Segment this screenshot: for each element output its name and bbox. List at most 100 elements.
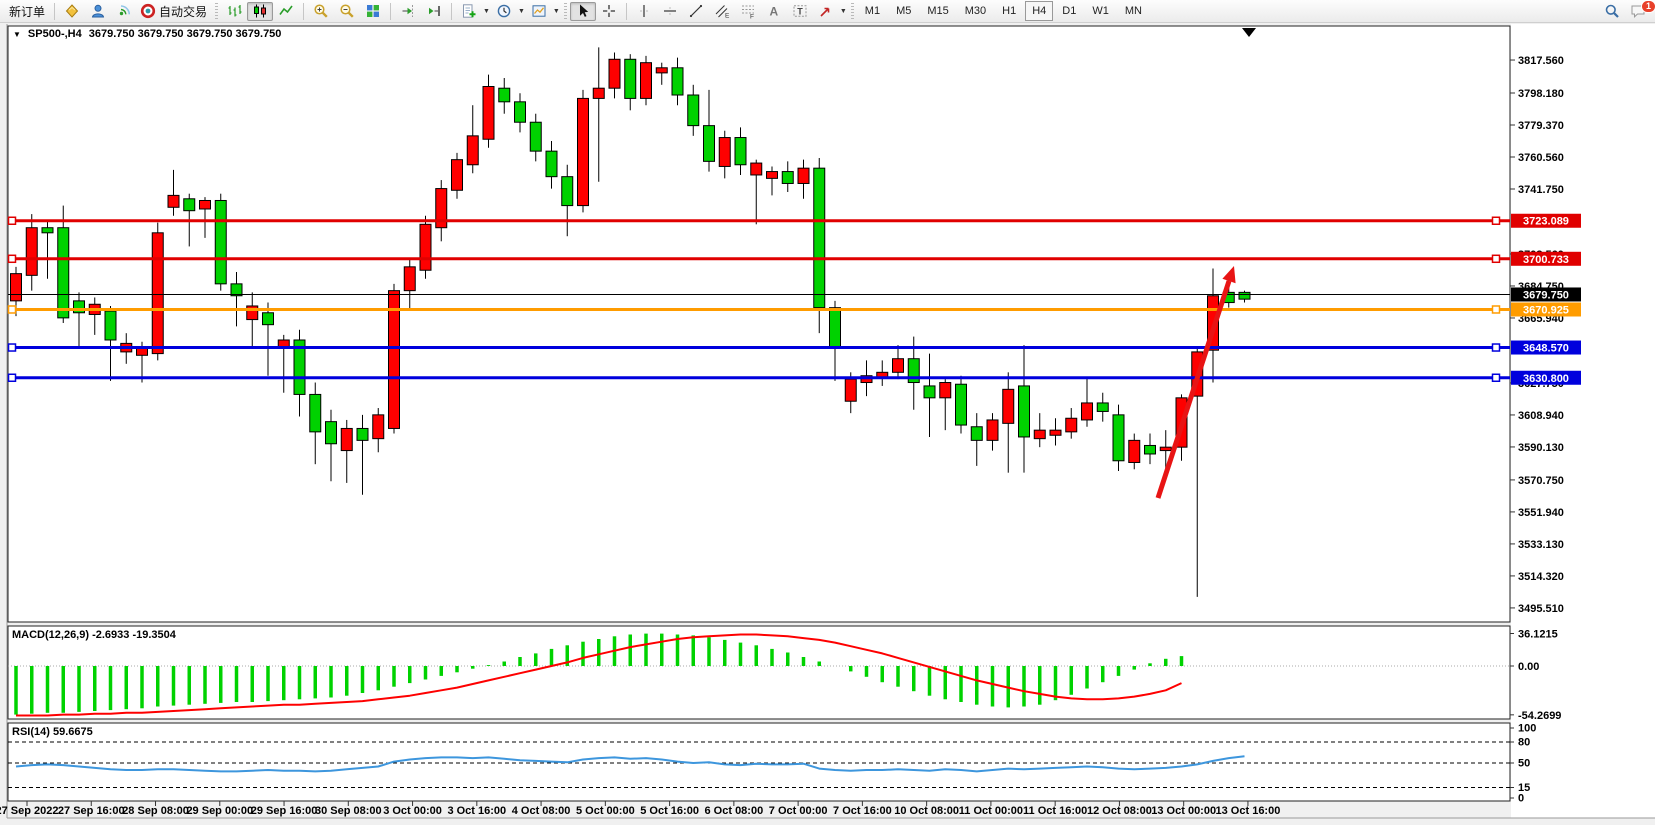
equidistant-channel-icon[interactable]: E [709,2,735,21]
price-level-badge [1511,251,1581,266]
collapse-triangle-icon[interactable]: ▼ [13,29,21,39]
line-handle [7,305,17,314]
macd-axis-label: 36.1215 [1518,628,1558,640]
price-level-badge-label: 3723.089 [1523,216,1569,228]
toolbar-separator [625,2,627,20]
price-tick-label: 3798.180 [1518,88,1564,100]
time-tick-label: 3 Oct 16:00 [447,805,506,817]
text-label-icon[interactable]: T [787,2,813,21]
search-icon[interactable] [1599,2,1625,21]
timeframe-m30[interactable]: M30 [964,5,987,17]
gold-diamond-icon[interactable] [59,2,85,21]
price-level-badge [1511,213,1581,228]
horizontal-level-line-3670.925[interactable]: 3670.925 [7,302,1581,317]
timeframe-h4[interactable]: H4 [1025,1,1054,21]
price-level-badge-label: 3630.800 [1523,373,1569,385]
price-tick-label: 3608.940 [1518,410,1564,422]
chat-icon[interactable]: 1 [1625,0,1655,21]
rsi-axis-label: 15 [1518,782,1530,794]
zoom-in-icon[interactable] [308,2,334,21]
trendline-icon[interactable] [683,2,709,21]
line-chart-icon[interactable] [273,2,299,21]
chart-quote-line: 3679.750 3679.750 3679.750 3679.750 [88,28,282,40]
timeframe-m1[interactable]: M1 [864,5,881,17]
rsi-axis-label: 0 [1518,793,1524,805]
rsi-axis-label: 80 [1518,737,1530,749]
rsi-axis: 100 80 50 150 [1510,723,1536,805]
bar-chart-icon[interactable] [221,2,247,21]
line-handle [1491,254,1501,264]
rsi-line [15,755,1245,773]
time-tick-label: 29 Sep 16:00 [251,805,318,817]
rsi-indicator-label: RSI(14) 59.6675 [12,726,93,738]
price-level-badge [1511,340,1581,355]
timeframe-d1[interactable]: D1 [1062,5,1077,17]
chart-shift-icon[interactable] [395,2,421,21]
toolbar-grip[interactable] [215,3,219,19]
zoom-out-icon[interactable] [334,2,360,21]
timeframe-m5[interactable]: M5 [896,5,912,17]
periods-clock-icon[interactable] [491,2,517,21]
arrows-icon[interactable] [813,2,839,21]
toolbar-separator [390,2,392,20]
time-tick-label: 28 Sep 08:00 [122,805,189,817]
autotrading-button[interactable]: 自动交易 [137,1,212,21]
tile-windows-icon[interactable] [360,2,386,21]
chevron-down-icon[interactable]: ▼ [483,7,490,15]
chart-template-icon[interactable] [526,2,552,21]
timeframe-m15[interactable]: M15 [927,5,949,17]
time-tick-label: 30 Sep 08:00 [315,805,382,817]
main-chart-pane[interactable] [7,25,1511,623]
price-tick-label: 3570.750 [1518,475,1564,487]
vertical-line-icon[interactable] [631,2,657,21]
trend-arrow-annotation[interactable] [1155,266,1236,499]
text-icon[interactable]: A [761,2,787,21]
timeframe-w1[interactable]: W1 [1092,5,1109,17]
horizontal-level-line-3723.089[interactable]: 3723.089 [7,213,1581,228]
auto-scroll-icon[interactable] [421,2,447,21]
horizontal-level-line-3630.800[interactable]: 3630.800 [7,370,1581,385]
price-tick-label: 3741.750 [1518,184,1564,196]
line-handle [1491,343,1501,352]
candlestick-chart-icon[interactable] [247,1,274,21]
macd-axis: 36.1215 0.00 -54.2699 [1510,628,1561,722]
profile-icon[interactable] [85,2,111,21]
chevron-down-icon[interactable]: ▼ [839,7,847,15]
current-price-line: 3679.750 [8,287,1581,302]
toolbar-grip[interactable] [850,3,854,19]
toolbar-separator [54,2,56,20]
line-handle [7,373,17,383]
signals-icon[interactable] [111,2,137,21]
macd-pane[interactable] [7,625,1511,720]
time-tick-label: 27 Sep 16:00 [58,805,125,817]
horizontal-level-line-3648.570[interactable]: 3648.570 [7,340,1581,355]
time-tick-label: 13 Oct 00:00 [1151,805,1216,817]
chevron-down-icon[interactable]: ▼ [552,7,560,15]
time-tick-label: 3 Oct 00:00 [383,805,442,817]
toolbar-grip[interactable] [563,3,567,19]
chevron-down-icon[interactable]: ▼ [517,7,525,15]
line-handle [7,343,17,352]
chart-symbol-title: SP500-,H4 [27,28,82,40]
rsi-pane[interactable] [7,722,1511,802]
cursor-icon[interactable] [569,1,596,21]
line-handle [7,216,17,225]
add-indicator-icon[interactable] [456,2,482,21]
timeframe-mn[interactable]: MN [1124,5,1142,17]
price-tick-label: 3495.510 [1518,603,1564,615]
chart-title-bar: ▼ SP500-,H4 3679.750 3679.750 3679.750 3… [13,28,281,40]
new-order-button[interactable]: 新订单 [4,1,50,21]
price-tick-label: 3779.370 [1518,120,1564,132]
horizontal-line-icon[interactable] [657,2,683,21]
fibonacci-icon[interactable]: F [735,2,761,21]
price-axis-column [1511,24,1655,818]
price-tick-label: 3590.130 [1518,442,1564,454]
macd-axis-label: 0.00 [1518,661,1539,673]
timeframe-h1[interactable]: H1 [1002,5,1017,17]
horizontal-level-line-3700.733[interactable]: 3700.733 [7,251,1581,266]
time-tick-label: 13 Oct 16:00 [1216,805,1281,817]
crosshair-icon[interactable] [596,2,622,21]
macd-indicator-label: MACD(12,26,9) -2.6933 -19.3504 [12,629,176,641]
